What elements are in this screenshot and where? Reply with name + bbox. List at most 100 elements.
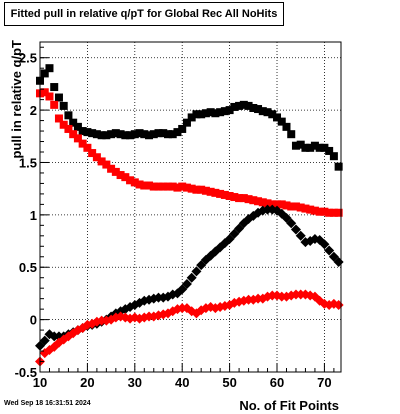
series-1-point: [282, 122, 291, 131]
series-2-point: [258, 198, 267, 207]
series-1-point: [116, 130, 125, 139]
series-1-point: [111, 129, 120, 138]
series-1-point: [102, 131, 111, 140]
series-2-point: [235, 194, 244, 203]
series-2-point: [59, 120, 68, 129]
series-1-point: [277, 117, 286, 126]
series-2-point: [173, 183, 182, 192]
series-3-point: [319, 239, 330, 250]
series-2-point: [291, 202, 300, 211]
series-2-point: [116, 171, 125, 180]
series-2-point: [315, 207, 324, 216]
series-1-point: [268, 110, 277, 119]
series-2-point: [97, 157, 106, 166]
series-2-point: [201, 186, 210, 195]
series-1-point: [73, 122, 82, 131]
series-2-point: [88, 149, 97, 158]
y-tick-label: 0.5: [19, 260, 37, 275]
series-2-point: [282, 201, 291, 210]
series-1-point: [154, 129, 163, 138]
series-1-point: [83, 128, 92, 137]
series-2-point: [310, 206, 319, 215]
series-1-point: [163, 130, 172, 139]
series-2-point: [287, 202, 296, 211]
series-2-point: [220, 190, 229, 199]
y-axis-label: pull in relative q/pT: [9, 40, 24, 159]
series-3-point: [286, 218, 297, 229]
series-1-point: [325, 146, 334, 155]
series-1-point: [220, 107, 229, 116]
series-1-point: [296, 140, 305, 149]
series-2-point: [329, 208, 338, 217]
series-1-point: [249, 104, 258, 112]
series-1-point: [187, 113, 196, 122]
series-2-point: [102, 160, 111, 169]
series-3-point: [181, 279, 192, 289]
x-tick-label: 30: [128, 375, 142, 390]
series-1-point: [54, 93, 63, 102]
series-2-point: [50, 100, 59, 109]
series-2-point: [159, 182, 168, 191]
series-2-point: [192, 185, 201, 194]
series-2-point: [83, 143, 92, 152]
series-1-point: [235, 101, 244, 110]
series-3-point: [191, 266, 202, 277]
series-1-point: [121, 131, 130, 140]
data-markers: [35, 64, 344, 367]
series-1-point: [239, 100, 248, 109]
series-2-point: [154, 182, 163, 191]
series-2-point: [254, 197, 263, 206]
series-2-point: [121, 173, 130, 182]
series-1-point: [287, 130, 296, 139]
series-2-point: [211, 188, 220, 197]
series-2-point: [182, 183, 191, 192]
x-tick-label: 20: [80, 375, 94, 390]
series-2-point: [40, 88, 49, 97]
series-2-point: [187, 184, 196, 193]
series-3-point: [324, 245, 335, 256]
series-2-point: [206, 187, 215, 196]
series-2-point: [45, 92, 54, 101]
series-4-point: [58, 334, 69, 345]
series-2-point: [73, 134, 82, 143]
series-1-point: [315, 143, 324, 152]
series-2-point: [64, 124, 73, 133]
series-1-point: [45, 64, 54, 73]
series-2-point: [92, 153, 101, 162]
series-2-point: [107, 164, 116, 173]
series-2-point: [225, 192, 234, 200]
series-1-point: [64, 111, 73, 120]
series-1-point: [192, 110, 201, 119]
series-1-point: [59, 101, 68, 110]
series-1-point: [78, 127, 87, 136]
series-1-point: [301, 143, 310, 152]
series-2-point: [301, 204, 310, 213]
series-1-point: [168, 130, 177, 139]
x-axis-label: No. of Fit Points: [239, 398, 339, 413]
series-1-point: [254, 105, 263, 114]
series-2-point: [306, 205, 315, 214]
series-3-point: [39, 335, 50, 346]
y-tick-label: 1.5: [19, 155, 37, 170]
x-tick-label: 70: [317, 375, 331, 390]
series-2-point: [296, 203, 305, 212]
series-1-point: [135, 129, 144, 138]
series-2-point: [334, 208, 343, 217]
series-1-point: [130, 130, 139, 139]
series-2-point: [244, 195, 253, 204]
series-1-point: [182, 118, 191, 127]
series-1-point: [230, 102, 239, 111]
series-1-point: [145, 131, 154, 140]
series-2-point: [178, 182, 187, 191]
x-tick-label: 50: [222, 375, 236, 390]
series-4-point: [248, 294, 259, 305]
series-1-point: [126, 131, 135, 140]
series-1-point: [178, 124, 187, 133]
series-2-point: [54, 114, 63, 123]
series-1-point: [263, 108, 272, 117]
series-1-point: [69, 118, 78, 127]
series-1-point: [149, 130, 158, 139]
series-2-point: [249, 196, 258, 205]
series-1-point: [244, 101, 253, 110]
series-3-point: [295, 230, 306, 241]
